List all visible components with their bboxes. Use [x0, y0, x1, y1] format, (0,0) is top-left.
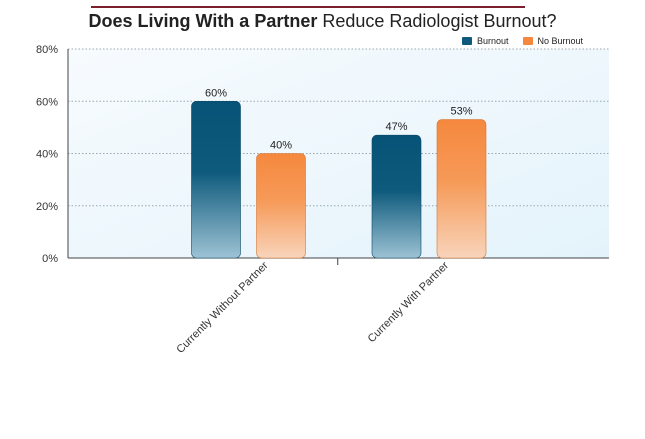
bar-value-label: 53% [450, 106, 472, 118]
bar [191, 100, 241, 259]
x-tick-label: Currently Without Partner [174, 259, 270, 355]
legend-item-burnout: Burnout [462, 36, 509, 46]
y-tick-label: 60% [36, 96, 58, 108]
chart-title-rest: Reduce Radiologist Burnout? [317, 11, 557, 31]
bar [371, 134, 422, 259]
title-rule [91, 6, 525, 8]
legend-swatch-no-burnout [522, 37, 533, 45]
legend-label-burnout: Burnout [477, 36, 509, 46]
bar-value-label: 47% [385, 121, 407, 133]
y-tick-label: 20% [36, 201, 58, 213]
x-tick-label: Currently With Partner [366, 259, 452, 345]
y-tick-label: 80% [36, 44, 58, 56]
bar-value-label: 60% [205, 87, 227, 99]
legend-swatch-burnout [462, 37, 472, 45]
chart-title-bold: Does Living With a Partner [88, 11, 318, 31]
legend-label-no-burnout: No Burnout [537, 36, 584, 46]
bar [256, 153, 306, 259]
bar-value-label: 40% [270, 140, 292, 152]
legend-item-no-burnout: No Burnout [522, 36, 584, 46]
chart-title: Does Living With a Partner Reduce Radiol… [0, 10, 645, 32]
bar [436, 119, 487, 259]
y-tick-label: 40% [36, 149, 58, 161]
legend: Burnout No Burnout [462, 36, 583, 46]
y-tick-label: 0% [42, 253, 58, 265]
